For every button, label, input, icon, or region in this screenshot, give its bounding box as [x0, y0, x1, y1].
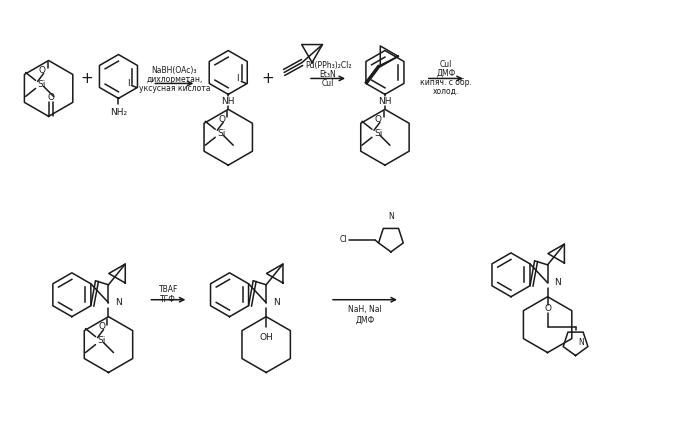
Text: ТГФ: ТГФ	[160, 295, 176, 304]
Text: N: N	[273, 298, 280, 307]
Text: Si: Si	[217, 129, 225, 138]
Text: NH: NH	[221, 97, 235, 106]
Text: N: N	[578, 338, 584, 347]
Text: ДМФ: ДМФ	[356, 315, 375, 324]
Text: I: I	[236, 74, 238, 83]
Text: O: O	[375, 115, 382, 124]
Text: N: N	[116, 298, 122, 307]
Text: дихлорметан,: дихлорметан,	[146, 75, 202, 84]
Text: Cl: Cl	[340, 235, 346, 244]
Text: кипяч. с обр.: кипяч. с обр.	[420, 78, 472, 87]
Text: +: +	[262, 71, 274, 86]
Text: CuI: CuI	[440, 60, 452, 69]
Text: Et₃N: Et₃N	[320, 70, 337, 79]
Text: OH: OH	[259, 333, 273, 341]
Text: уксусная кислота: уксусная кислота	[139, 84, 210, 93]
Text: O: O	[47, 93, 54, 102]
Text: +: +	[80, 71, 93, 86]
Text: N: N	[554, 278, 561, 287]
Text: NH₂: NH₂	[110, 108, 127, 117]
Text: холод.: холод.	[433, 87, 459, 96]
Text: I: I	[127, 79, 130, 88]
Text: O: O	[544, 304, 551, 313]
Text: Pd(PPh₃)₂Cl₂: Pd(PPh₃)₂Cl₂	[304, 61, 351, 70]
Text: NaH, NaI: NaH, NaI	[348, 305, 382, 314]
Text: Si: Si	[374, 129, 382, 138]
Text: CuI: CuI	[322, 79, 334, 88]
Text: O: O	[99, 322, 106, 331]
Text: Si: Si	[97, 336, 106, 345]
Text: O: O	[38, 66, 46, 75]
Text: Si: Si	[38, 80, 46, 89]
Text: TBAF: TBAF	[159, 285, 178, 294]
Text: O: O	[218, 115, 225, 124]
Text: NH: NH	[378, 97, 392, 106]
Text: N: N	[388, 212, 394, 221]
Text: ДМФ: ДМФ	[436, 69, 456, 78]
Text: NaBH(OAc)₃: NaBH(OAc)₃	[152, 66, 197, 75]
